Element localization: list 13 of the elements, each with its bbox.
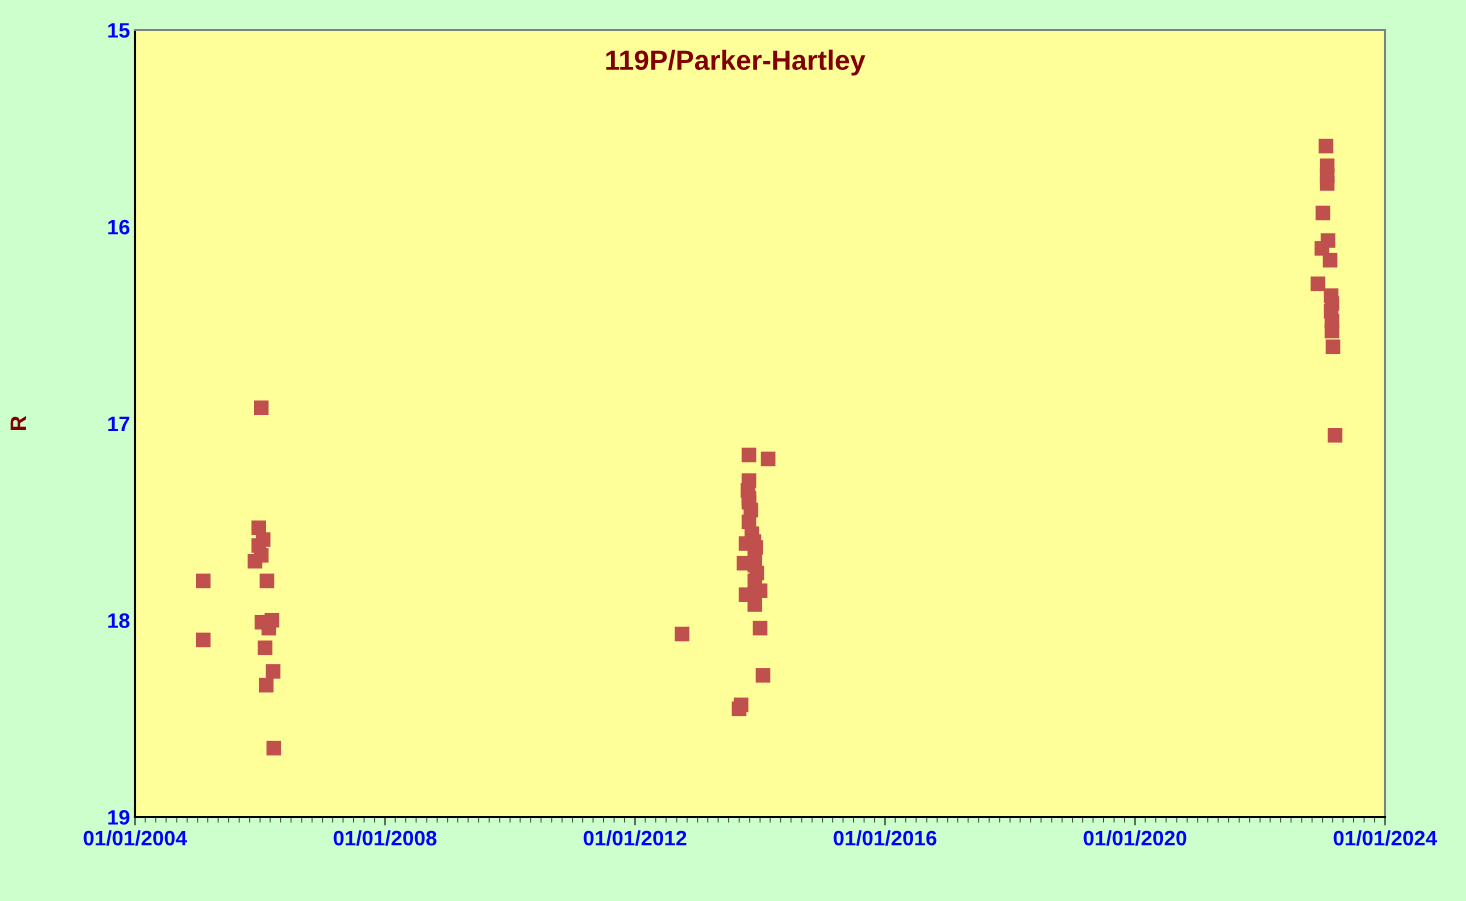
x-tick-label: 01/01/2008 xyxy=(333,830,437,846)
y-tick-label: 15 xyxy=(108,23,130,38)
x-tick-label: 01/01/2004 xyxy=(83,830,188,846)
x-tick-label: 01/01/2024 xyxy=(1333,830,1438,846)
y-tick-label: 17 xyxy=(108,416,130,432)
y-axis-title: R xyxy=(10,415,26,431)
x-tick-label: 01/01/2016 xyxy=(833,830,937,846)
text: 119P/Parker-Hartley xyxy=(606,49,866,76)
x-tick-label: 01/01/2012 xyxy=(583,830,687,846)
x-tick-label: 01/01/2020 xyxy=(1083,830,1187,846)
y-tick-label: 16 xyxy=(108,219,130,235)
y-tick-label: 19 xyxy=(108,810,130,825)
y-tick-label: 18 xyxy=(108,613,130,628)
